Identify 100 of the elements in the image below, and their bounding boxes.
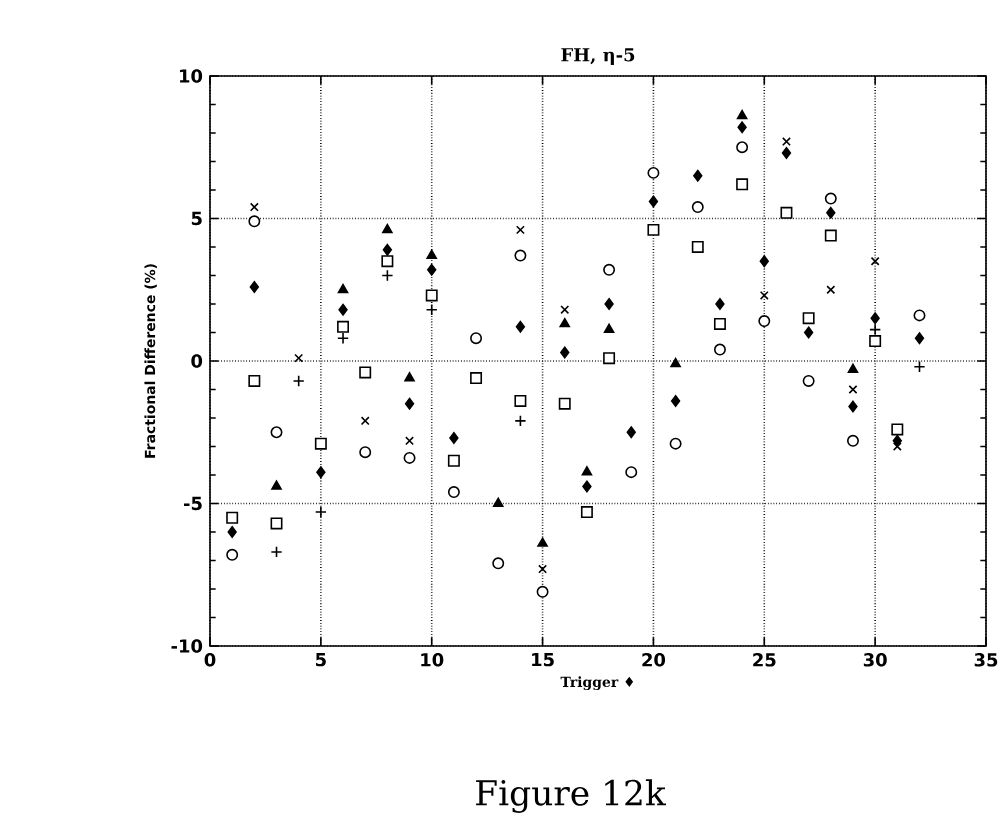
point (536, 585, 549, 598)
x-tick-label: 10 (421, 653, 444, 667)
y-tick-label: -5 (184, 496, 202, 511)
point (824, 229, 837, 242)
point (449, 431, 459, 444)
point (492, 557, 505, 570)
point (314, 506, 327, 519)
point (647, 166, 660, 179)
point (913, 309, 926, 322)
point (470, 332, 483, 345)
y-tick-label: 5 (191, 211, 202, 226)
point (713, 343, 726, 356)
point (581, 466, 593, 476)
chart-title: FH, η-5 (561, 48, 635, 65)
point (626, 426, 636, 439)
point (492, 497, 504, 507)
point (737, 121, 747, 134)
y-tick-label: 0 (191, 354, 203, 368)
point (292, 374, 305, 387)
point (538, 564, 548, 574)
point (514, 394, 527, 407)
point (604, 298, 614, 310)
point (558, 397, 571, 410)
x-tick-label: 20 (642, 653, 666, 667)
point (713, 317, 726, 330)
point (759, 255, 769, 268)
point (337, 283, 349, 294)
y-tick-label: -10 (171, 639, 203, 653)
point (537, 537, 548, 547)
point (559, 317, 571, 328)
point (802, 312, 815, 325)
x-tick-label: 0 (204, 653, 216, 667)
point (603, 323, 615, 334)
point (404, 372, 415, 382)
point (780, 206, 793, 219)
point (515, 225, 525, 235)
point (316, 466, 326, 479)
point (870, 312, 880, 325)
point (848, 385, 858, 394)
point (560, 346, 570, 359)
point (869, 335, 882, 348)
point (515, 320, 526, 333)
point (693, 169, 703, 182)
x-tick-label: 35 (974, 653, 998, 667)
point (647, 223, 660, 236)
y-tick-label: 10 (180, 69, 203, 83)
point (338, 303, 348, 316)
point (382, 243, 393, 256)
point (248, 374, 261, 387)
point (670, 394, 681, 407)
point (758, 315, 771, 328)
x-tick-label: 5 (315, 653, 326, 667)
point (514, 249, 527, 262)
point (294, 353, 304, 363)
caption: Figure 12k (476, 779, 666, 813)
point (270, 426, 283, 439)
x-tick-label: 15 (532, 653, 554, 667)
point (580, 506, 593, 519)
point (848, 400, 858, 413)
point (914, 332, 925, 345)
point (249, 202, 259, 212)
point (892, 442, 902, 451)
point (447, 454, 460, 467)
point (470, 372, 483, 385)
point (691, 201, 704, 214)
point (382, 223, 393, 234)
point (782, 137, 791, 146)
point (759, 290, 769, 300)
point (405, 436, 414, 446)
point (403, 451, 416, 464)
point (736, 109, 748, 120)
x-tick-label: 30 (863, 653, 887, 667)
point (603, 352, 616, 365)
point (824, 192, 837, 205)
point (427, 263, 437, 276)
point (425, 289, 438, 302)
point (736, 178, 749, 191)
point (847, 363, 859, 373)
point (913, 360, 926, 373)
x-tick-label: 25 (753, 653, 776, 667)
point (425, 303, 438, 316)
point (603, 263, 616, 276)
point (781, 146, 792, 159)
point (226, 548, 239, 561)
point (404, 397, 415, 410)
point (226, 511, 239, 524)
point (715, 298, 725, 310)
point (891, 423, 904, 436)
point (337, 332, 350, 345)
point (359, 366, 372, 379)
point (560, 305, 570, 315)
point (360, 416, 370, 426)
point (270, 517, 283, 530)
point (359, 446, 372, 459)
point (582, 480, 592, 493)
point (381, 255, 394, 268)
point (314, 437, 327, 450)
point (514, 414, 527, 427)
point (846, 434, 859, 447)
point (249, 280, 260, 293)
